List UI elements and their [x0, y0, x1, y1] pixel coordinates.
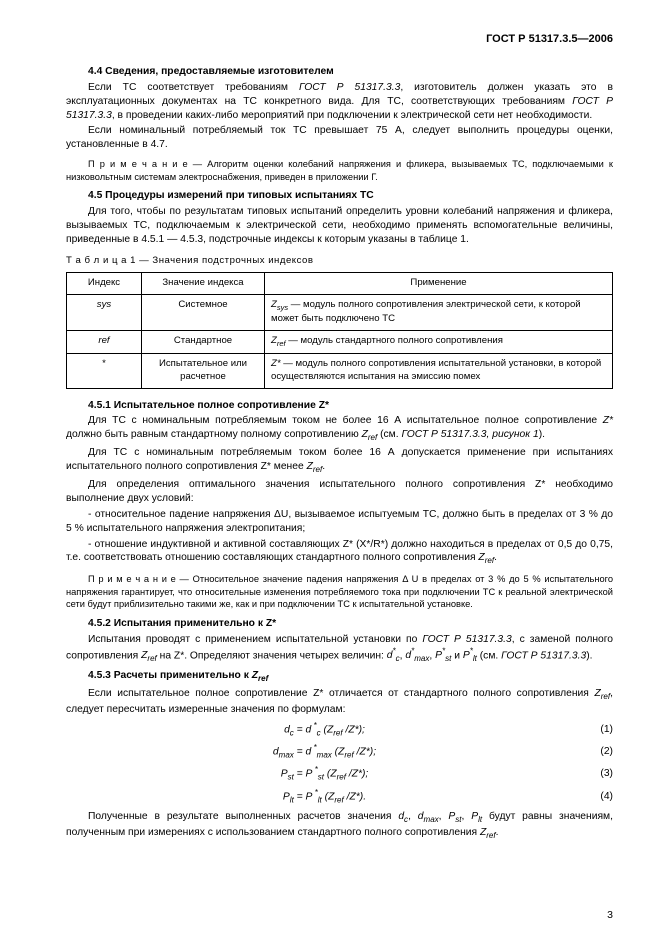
section-4-5-2-title: 4.5.2 Испытания применительно к Z*	[66, 617, 613, 631]
table-row: sys Системное Zsys — модуль полного сопр…	[67, 294, 613, 330]
section-4-4-title: 4.4 Сведения, предоставляемые изготовите…	[66, 65, 613, 79]
th: Индекс	[67, 272, 142, 294]
formula-number: (4)	[583, 790, 613, 804]
sym: Zref	[480, 827, 496, 838]
sub: sys	[277, 303, 288, 312]
text: Полученные в результате выполненных расч…	[88, 811, 398, 822]
td: Системное	[142, 294, 265, 330]
text: ).	[539, 429, 545, 440]
td: *	[67, 353, 142, 388]
sym: Z*	[603, 415, 613, 426]
table-header-row: Индекс Значение индекса Применение	[67, 272, 613, 294]
td: ref	[67, 330, 142, 353]
text: 4.5.2 Испытания применительно к Z*	[88, 618, 276, 629]
text: Для ТС с номинальным потребляемым током …	[88, 415, 603, 426]
text: 4.5.1 Испытательное полное сопротивление…	[88, 400, 329, 411]
text: .	[496, 827, 499, 838]
sym: Pst	[448, 811, 461, 822]
text: .	[494, 552, 497, 563]
text: , в проведении каких-либо мероприятий пр…	[112, 110, 592, 121]
ref: ГОСТ Р 51317.3.3	[422, 634, 511, 645]
formula-body: dmax = d *max (Zref /Z*);	[66, 743, 583, 761]
formula-number: (1)	[583, 723, 613, 737]
table-row: * Испытательное или расчетное Z* — модул…	[67, 353, 613, 388]
section-4-5-title: 4.5 Процедуры измерений при типовых испы…	[66, 189, 613, 203]
td: Z* — модуль полного сопротивления испыта…	[265, 353, 613, 388]
formula-1: dc = d *c (Zref /Z*); (1)	[66, 721, 613, 739]
section-4-5-3-title: 4.5.3 Расчеты применительно к Zref	[66, 669, 613, 685]
sym: Zref	[307, 461, 323, 472]
para: Полученные в результате выполненных расч…	[66, 810, 613, 842]
formula-body: Plt = P *lt (Zref /Z*).	[66, 788, 583, 806]
td: Испытательное или расчетное	[142, 353, 265, 388]
document-id: ГОСТ Р 51317.3.5—2006	[66, 32, 613, 47]
text: 4.5.3 Расчеты применительно к	[88, 670, 252, 681]
sym: Zref	[362, 429, 378, 440]
sym: d*c	[387, 650, 400, 661]
text: на Z*. Определяют значения четырех велич…	[157, 650, 387, 661]
sym: Zref	[594, 688, 610, 699]
text: должно быть равным стандартному полному …	[66, 429, 362, 440]
text: Если испытательное полное сопротивление …	[88, 688, 594, 699]
note: П р и м е ч а н и е — Алгоритм оценки ко…	[66, 158, 613, 183]
text: ).	[586, 650, 592, 661]
td: Стандартное	[142, 330, 265, 353]
text: .	[322, 461, 325, 472]
sym: dc	[398, 811, 408, 822]
text: — модуль полного сопротивления электриче…	[271, 299, 581, 324]
para: Для ТС с номинальным потребляемым током …	[66, 446, 613, 476]
sym: Zref	[478, 552, 494, 563]
sym: Zref	[252, 670, 269, 681]
para: Испытания проводят с применением испытат…	[66, 633, 613, 665]
th: Применение	[265, 272, 613, 294]
formula-number: (3)	[583, 767, 613, 781]
formula-number: (2)	[583, 745, 613, 759]
formula-2: dmax = d *max (Zref /Z*); (2)	[66, 743, 613, 761]
section-4-5-1-title: 4.5.1 Испытательное полное сопротивление…	[66, 399, 613, 413]
para: Для ТС с номинальным потребляемым током …	[66, 414, 613, 444]
bullet: - отношение индуктивной и активной соста…	[66, 538, 613, 568]
sym: Plt	[471, 811, 482, 822]
formula-body: dc = d *c (Zref /Z*);	[66, 721, 583, 739]
sym: Z*	[271, 358, 281, 369]
para: Для определения оптимального значения ис…	[66, 478, 613, 506]
sub: ref	[277, 339, 286, 348]
sym: P*lt	[463, 650, 477, 661]
para: Если ТС соответствует требованиям ГОСТ Р…	[66, 81, 613, 123]
td: sys	[67, 294, 142, 330]
ref: ГОСТ Р 51317.3.3, рисунок 1	[401, 429, 538, 440]
para: Если испытательное полное сопротивление …	[66, 687, 613, 717]
table-caption: Т а б л и ц а 1 — Значения подстрочных и…	[66, 255, 613, 268]
page-number: 3	[607, 908, 613, 922]
note: П р и м е ч а н и е — Относительное знач…	[66, 573, 613, 611]
text: — модуль полного сопротивления испытател…	[271, 358, 601, 382]
text: — модуль стандартного полного сопротивле…	[286, 335, 503, 346]
text: Для ТС с номинальным потребляемым током …	[66, 447, 613, 472]
td: Zsys — модуль полного сопротивления элек…	[265, 294, 613, 330]
formula-3: Pst = P *st (Zref /Z*); (3)	[66, 765, 613, 783]
text: (см.	[477, 650, 501, 661]
para: Для того, чтобы по результатам типовых и…	[66, 205, 613, 247]
formula-4: Plt = P *lt (Zref /Z*). (4)	[66, 788, 613, 806]
para: Если номинальный потребляемый ток ТС пре…	[66, 124, 613, 152]
sym: dmax	[418, 811, 439, 822]
th: Значение индекса	[142, 272, 265, 294]
text: Если ТС соответствует требованиям	[88, 82, 299, 93]
text: Испытания проводят с применением испытат…	[88, 634, 422, 645]
text: - отношение индуктивной и активной соста…	[66, 539, 613, 564]
bullet: - относительное падение напряжения ΔU, в…	[66, 508, 613, 536]
ref: ГОСТ Р 51317.3.3	[501, 650, 586, 661]
page: ГОСТ Р 51317.3.5—2006 4.4 Сведения, пред…	[0, 0, 661, 936]
td: Zref — модуль стандартного полного сопро…	[265, 330, 613, 353]
ref: ГОСТ Р 51317.3.3	[299, 82, 400, 93]
sym: d*max	[405, 650, 429, 661]
sym: Zref	[141, 650, 157, 661]
text: (см.	[377, 429, 401, 440]
sym: P*st	[435, 650, 451, 661]
table-1: Индекс Значение индекса Применение sys С…	[66, 272, 613, 389]
table-row: ref Стандартное Zref — модуль стандартно…	[67, 330, 613, 353]
formula-body: Pst = P *st (Zref /Z*);	[66, 765, 583, 783]
